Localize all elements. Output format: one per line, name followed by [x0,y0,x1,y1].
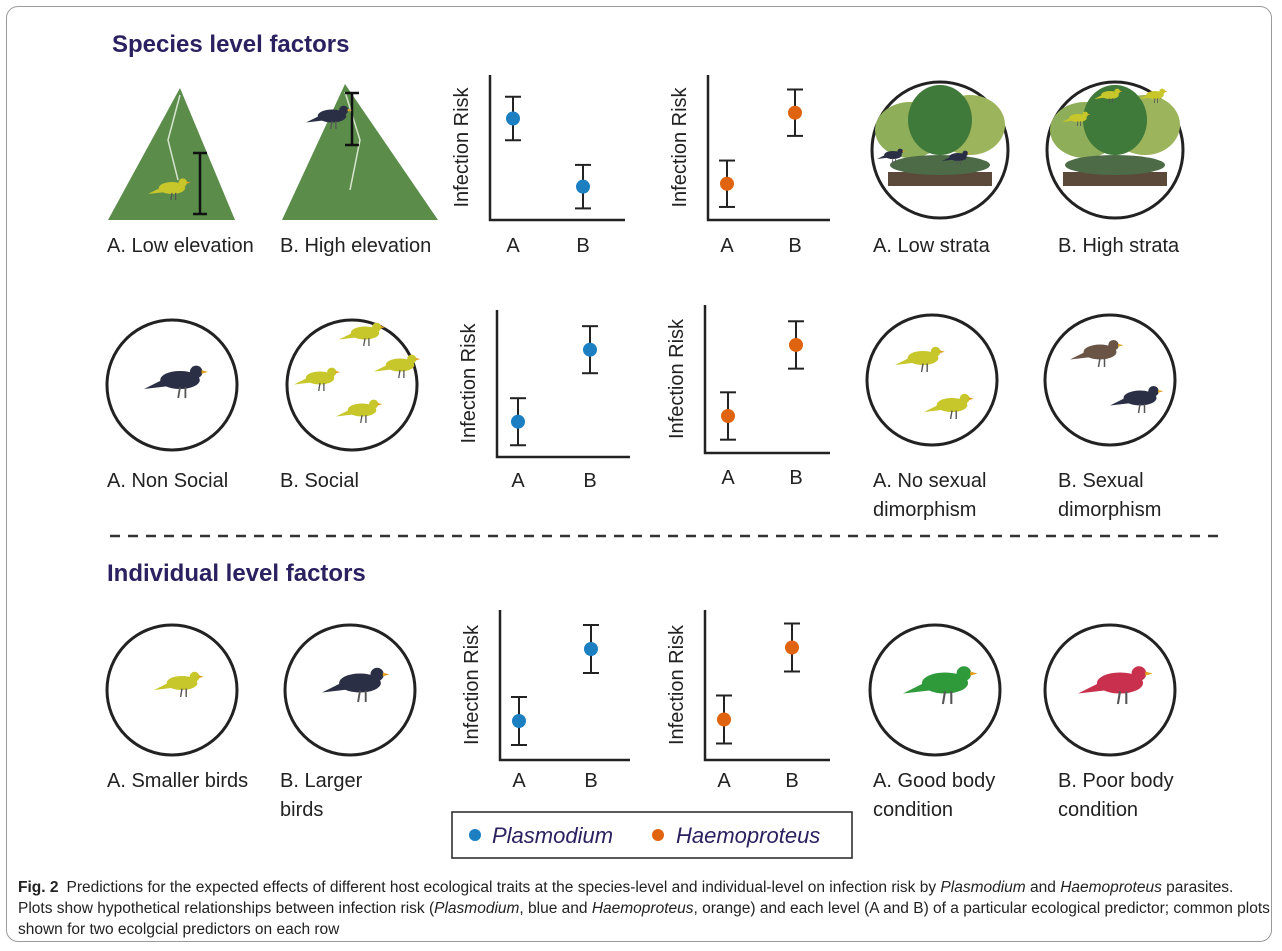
point [584,642,598,656]
panel-label: A. Non Social [107,470,228,492]
panel-label: B. Social [280,470,359,492]
illustration [108,84,438,220]
caption-text: Haemoproteus [591,900,694,917]
point [512,714,526,728]
panel-label: dimorphism [1058,499,1161,521]
y-axis-label: Infection Risk [666,318,688,439]
panel-label: A. Low elevation [107,235,254,257]
panel-label: B. High elevation [280,235,431,257]
illustration [105,623,1177,757]
x-tick-label: A [511,470,525,492]
point [583,342,597,357]
panel-label: A. Low strata [873,235,991,257]
axis [495,310,630,459]
panel-label: B. Larger [280,770,363,792]
point [576,179,590,194]
legend-label: Haemoproteus [676,823,820,848]
caption-text: and [1025,879,1061,896]
caption-text: parasites. Plots show hypothetical relat… [18,879,1234,917]
point [720,176,734,191]
panel-label: birds [280,799,323,821]
x-tick-label: A [720,235,734,257]
point [511,414,525,429]
point [788,105,802,120]
x-tick-label: A [506,235,520,257]
panel-label: A. Smaller birds [107,770,248,792]
panel-label: A. Good body [873,770,995,792]
point [785,640,799,655]
caption-text: , blue and [519,900,592,917]
y-axis-label: Infection Risk [666,624,688,745]
panel-label: dimorphism [873,499,976,521]
section-title: Individual level factors [107,560,366,587]
figure: Species level factors Individual level f… [105,31,1222,859]
caption-text: Plasmodium [940,879,1026,896]
x-tick-label: B [583,470,596,492]
x-tick-label: B [576,235,589,257]
axis [703,305,830,455]
panel-label: B. Sexual [1058,470,1144,492]
y-axis-label: Infection Risk [669,86,691,207]
legend-marker [469,829,481,841]
legend-label: Plasmodium [492,823,613,848]
illustration [870,80,1185,220]
x-tick-label: B [789,467,802,489]
x-tick-label: A [717,770,731,792]
x-tick-label: A [512,770,526,792]
x-tick-label: B [788,235,801,257]
point [789,337,803,352]
axis [706,75,830,222]
axis [703,610,830,762]
panel-label: condition [873,799,953,821]
caption-text: Plasmodium [434,900,520,917]
figure-frame [6,6,1272,942]
y-axis-label: Infection Risk [451,86,473,207]
caption-text: Haemoproteus [1060,879,1162,896]
x-tick-label: A [721,467,735,489]
y-axis-label: Infection Risk [461,624,483,745]
panel-label: B. Poor body [1058,770,1174,792]
caption-text: Predictions for the expected effects of … [66,879,941,896]
legend-marker [652,829,664,841]
axis [488,75,625,222]
panel-label: condition [1058,799,1138,821]
caption: Fig. 2 Predictions for the expected effec… [18,877,1270,940]
panel-label: B. High strata [1058,235,1180,257]
point [506,111,520,126]
y-axis-label: Infection Risk [458,322,480,443]
caption-label: Fig. 2 [18,879,59,896]
point [717,712,731,727]
point [721,409,735,423]
panel-label: A. No sexual [873,470,986,492]
section-title: Species level factors [112,31,349,58]
x-tick-label: B [785,770,798,792]
x-tick-label: B [584,770,597,792]
illustration [105,313,1177,452]
caption-text: , orange) and each level (A and B) of a … [18,900,1270,938]
axis [498,610,630,762]
